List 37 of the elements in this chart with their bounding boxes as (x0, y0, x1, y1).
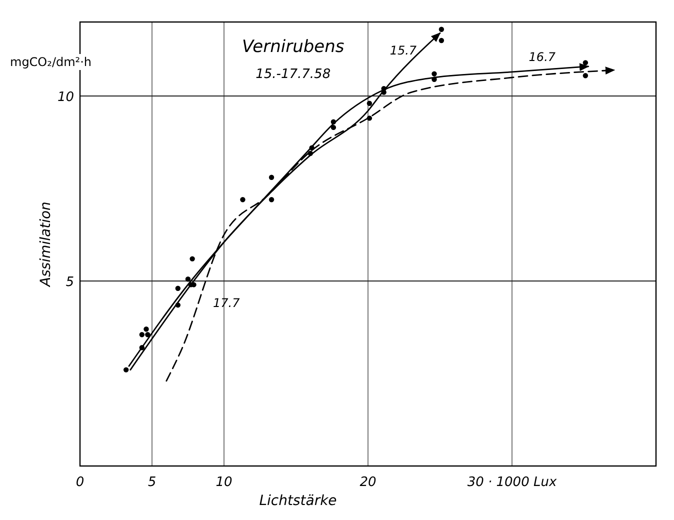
x-tick-label: 30 · 1000 Lux (467, 475, 557, 490)
series-label: 15.7 (390, 44, 417, 58)
point (366, 116, 372, 121)
point (185, 276, 191, 282)
y-axis-title: Assimilation (38, 202, 54, 288)
x-tick-label: 5 (148, 475, 156, 490)
point (139, 332, 145, 338)
series-label: 16.7 (528, 50, 556, 64)
point (240, 197, 246, 202)
point (123, 367, 129, 372)
point (190, 256, 195, 262)
text: Vernirubens (242, 37, 344, 57)
text: 15.-17.7.58 (256, 67, 331, 82)
point (330, 119, 336, 124)
annotation: mgCO₂/dm²·h (10, 55, 92, 69)
point (582, 73, 588, 78)
point (432, 76, 437, 82)
point (309, 145, 314, 150)
point (438, 38, 444, 44)
point (268, 174, 274, 180)
point (144, 326, 149, 332)
point (175, 286, 181, 291)
x-tick-label: 0 (76, 475, 84, 490)
point (139, 345, 145, 350)
point (438, 26, 444, 32)
point (145, 332, 150, 338)
point (366, 100, 372, 106)
series-label: 17.7 (213, 296, 240, 310)
x-tick-label: 10 (216, 475, 232, 490)
point (308, 150, 313, 156)
x-tick-label: 20 (360, 475, 376, 490)
point (330, 124, 336, 130)
point (582, 60, 588, 66)
point (432, 71, 437, 76)
x-axis-title: Lichtstärke (259, 493, 337, 509)
point (175, 302, 181, 308)
point (268, 197, 274, 202)
